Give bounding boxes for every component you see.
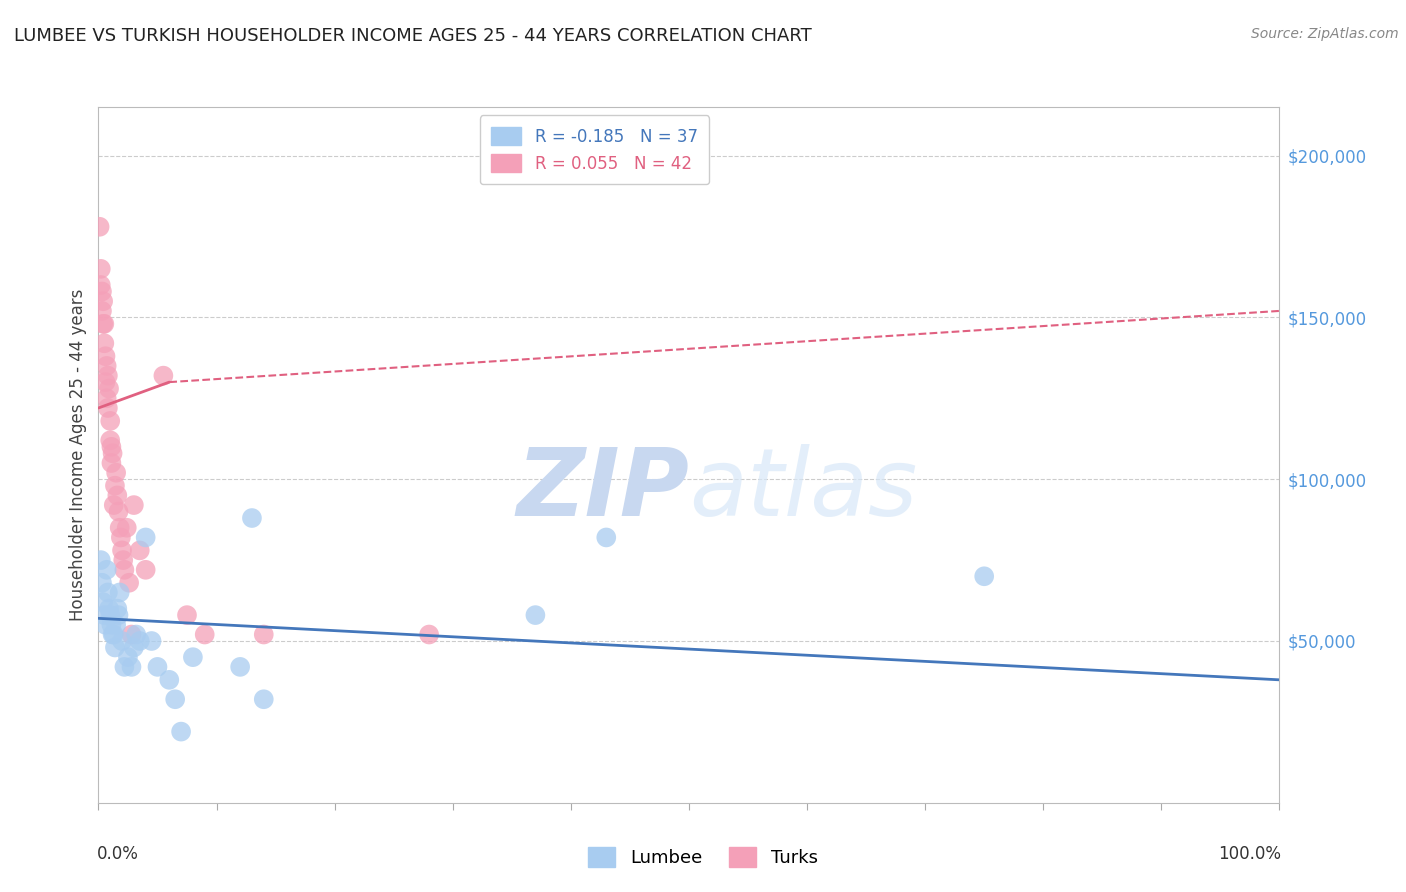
Text: Source: ZipAtlas.com: Source: ZipAtlas.com — [1251, 27, 1399, 41]
Point — [122, 498, 145, 512]
Point — [91, 294, 114, 309]
Point — [128, 543, 150, 558]
Point — [89, 219, 111, 234]
Point — [240, 511, 263, 525]
Point — [165, 692, 187, 706]
Point — [141, 634, 163, 648]
Point — [176, 608, 198, 623]
Point — [104, 640, 127, 655]
Text: 100.0%: 100.0% — [1218, 845, 1281, 863]
Point — [90, 261, 112, 276]
Point — [111, 634, 134, 648]
Point — [94, 617, 117, 632]
Point — [117, 650, 139, 665]
Point — [181, 650, 204, 665]
Point — [253, 627, 276, 641]
Point — [118, 575, 141, 590]
Text: atlas: atlas — [689, 444, 917, 535]
Text: 0.0%: 0.0% — [97, 845, 139, 863]
Point — [96, 563, 118, 577]
Point — [135, 563, 157, 577]
Point — [98, 608, 121, 623]
Point — [121, 660, 143, 674]
Point — [103, 498, 125, 512]
Point — [111, 543, 134, 558]
Point — [104, 478, 127, 492]
Point — [524, 608, 547, 623]
Point — [97, 585, 120, 599]
Point — [110, 531, 132, 545]
Point — [98, 414, 121, 428]
Point — [98, 382, 121, 396]
Point — [105, 601, 128, 615]
Point — [595, 531, 617, 545]
Point — [91, 595, 114, 609]
Point — [91, 285, 114, 299]
Point — [973, 569, 995, 583]
Point — [146, 660, 169, 674]
Point — [115, 521, 138, 535]
Point — [90, 278, 112, 293]
Point — [93, 317, 115, 331]
Point — [229, 660, 252, 674]
Point — [112, 660, 135, 674]
Point — [94, 375, 117, 389]
Point — [97, 401, 120, 415]
Point — [108, 585, 131, 599]
Y-axis label: Householder Income Ages 25 - 44 years: Householder Income Ages 25 - 44 years — [69, 289, 87, 621]
Point — [105, 617, 128, 632]
Legend: Lumbee, Turks: Lumbee, Turks — [581, 839, 825, 874]
Point — [418, 627, 440, 641]
Point — [91, 317, 114, 331]
Text: LUMBEE VS TURKISH HOUSEHOLDER INCOME AGES 25 - 44 YEARS CORRELATION CHART: LUMBEE VS TURKISH HOUSEHOLDER INCOME AGE… — [14, 27, 811, 45]
Point — [122, 640, 145, 655]
Point — [91, 304, 114, 318]
Point — [103, 627, 125, 641]
Point — [108, 521, 131, 535]
Point — [94, 349, 117, 363]
Point — [121, 627, 143, 641]
Point — [93, 336, 115, 351]
Point — [96, 392, 118, 406]
Point — [107, 608, 129, 623]
Point — [170, 724, 193, 739]
Point — [100, 617, 122, 632]
Point — [157, 673, 180, 687]
Point — [112, 553, 135, 567]
Text: ZIP: ZIP — [516, 443, 689, 536]
Point — [107, 504, 129, 518]
Point — [90, 553, 112, 567]
Point — [98, 601, 121, 615]
Point — [105, 488, 128, 502]
Legend: R = -0.185   N = 37, R = 0.055   N = 42: R = -0.185 N = 37, R = 0.055 N = 42 — [479, 115, 709, 185]
Point — [152, 368, 174, 383]
Point — [253, 692, 276, 706]
Point — [128, 634, 150, 648]
Point — [194, 627, 217, 641]
Point — [97, 368, 120, 383]
Point — [101, 446, 124, 460]
Point — [101, 627, 124, 641]
Point — [96, 359, 118, 373]
Point — [105, 466, 128, 480]
Point — [125, 627, 148, 641]
Point — [91, 575, 114, 590]
Point — [100, 440, 122, 454]
Point — [98, 434, 121, 448]
Point — [93, 608, 115, 623]
Point — [135, 531, 157, 545]
Point — [112, 563, 135, 577]
Point — [100, 456, 122, 470]
